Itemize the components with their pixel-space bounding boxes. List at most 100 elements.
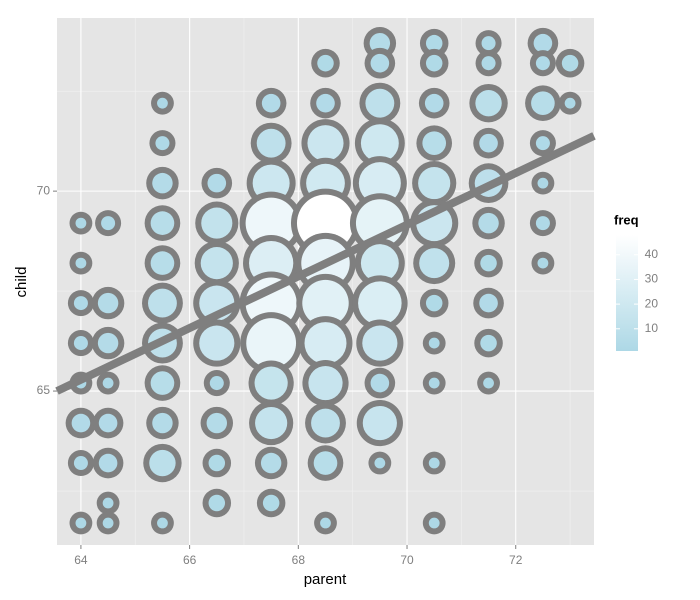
bubble [533, 33, 553, 53]
bubble [157, 517, 168, 529]
bubble [73, 296, 88, 311]
bubble [200, 247, 233, 280]
y-tick-label: 65 [37, 383, 51, 397]
bubble [261, 93, 281, 113]
bubble [362, 325, 398, 361]
bubble [148, 288, 177, 318]
bubble [207, 173, 227, 193]
bubble [422, 131, 447, 155]
legend-tick-label: 30 [645, 272, 659, 286]
bubble [150, 211, 175, 235]
legend-title: freq [614, 212, 639, 227]
bubble [254, 366, 288, 400]
bubble [71, 413, 91, 433]
bubble [152, 412, 173, 434]
legend-tick-label: 20 [645, 296, 659, 310]
bubble [365, 88, 395, 118]
bubble [201, 207, 233, 239]
y-tick-label: 70 [37, 183, 51, 197]
bubble [150, 371, 175, 395]
bubble [479, 133, 498, 153]
bubble [537, 177, 549, 189]
bubble [102, 377, 114, 389]
bubble [262, 494, 280, 512]
bubble [428, 377, 440, 389]
bubble [252, 164, 290, 202]
bubble [97, 292, 119, 314]
bubble [479, 293, 498, 313]
bubble [308, 365, 343, 401]
bubble [480, 334, 497, 352]
bubble [537, 257, 549, 269]
bubble [256, 128, 286, 158]
colorbar [616, 235, 638, 351]
bubble [102, 517, 114, 529]
bubble [374, 457, 386, 469]
bubble [307, 125, 344, 162]
bubble [478, 212, 499, 234]
bubble [206, 412, 228, 434]
bubble [75, 257, 87, 269]
bubble [425, 294, 443, 312]
bubble [101, 216, 116, 231]
fit-line [55, 132, 596, 395]
y-axis-title: child [13, 267, 30, 298]
x-tick-label: 72 [509, 553, 523, 567]
bubble [564, 97, 576, 109]
bubble [360, 244, 399, 283]
bubble [428, 337, 440, 349]
x-tick-label: 68 [292, 553, 306, 567]
x-axis-title: parent [304, 571, 347, 588]
bubble [369, 32, 391, 54]
bubble [480, 254, 497, 272]
bubble [362, 405, 397, 441]
bubble [535, 56, 550, 71]
bubble [150, 251, 175, 275]
bubble [255, 406, 288, 440]
bubble [304, 322, 347, 365]
bubble [199, 325, 235, 361]
bubble [320, 517, 331, 529]
bubble [428, 517, 440, 529]
legend-tick-label: 40 [645, 247, 659, 261]
bubble [209, 376, 224, 391]
bubble [370, 373, 390, 393]
legend-tick-label: 10 [645, 321, 659, 335]
bubble [531, 91, 555, 115]
bubble [102, 497, 114, 509]
bubble [428, 457, 440, 469]
bubble [313, 451, 338, 475]
bubble [208, 454, 226, 472]
bubble [75, 517, 87, 529]
bubble [425, 34, 443, 52]
bubble [317, 54, 334, 72]
bubble [370, 53, 390, 73]
bubble [425, 54, 443, 72]
bubble [481, 56, 496, 71]
bubble [73, 456, 88, 471]
x-tick-label: 66 [183, 553, 197, 567]
bubble [316, 93, 335, 113]
bubble [358, 162, 401, 205]
bubble [483, 377, 494, 389]
bubble [208, 494, 226, 512]
bubble [152, 172, 173, 194]
bubble [535, 136, 550, 151]
bubble [245, 197, 297, 249]
bubble [360, 124, 399, 163]
bubble [75, 217, 87, 229]
bubble [260, 452, 282, 474]
bubble [475, 89, 502, 117]
bubble [419, 248, 450, 279]
bubble [481, 36, 496, 51]
bubble [98, 413, 118, 433]
bubble [302, 279, 349, 327]
bubble [561, 54, 579, 72]
bubble [424, 93, 444, 113]
x-tick-label: 64 [74, 553, 88, 567]
x-tick-label: 70 [400, 553, 414, 567]
bubble [418, 167, 451, 200]
bubble [149, 449, 176, 477]
